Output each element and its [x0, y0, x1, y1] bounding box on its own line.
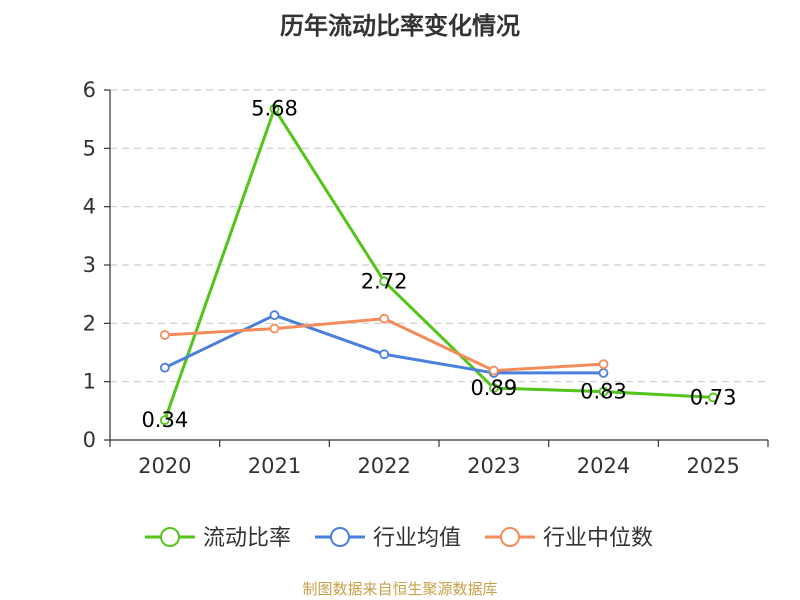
- series-point: [269, 103, 280, 114]
- data-labels: 0.34 5.68 2.72 0.89 0.83 0.73: [141, 97, 737, 432]
- source-note: 制图数据来自恒生聚源数据库: [302, 580, 498, 598]
- series-point: [598, 386, 609, 397]
- y-tick-label: 3: [83, 253, 96, 277]
- legend: 流动比率 行业均值 行业中位数: [145, 526, 653, 551]
- series-point: [379, 349, 390, 360]
- series-point: [159, 362, 170, 373]
- series-point: [379, 313, 390, 324]
- data-label: 0.83: [580, 380, 627, 404]
- data-label: 2.72: [361, 269, 408, 293]
- y-tick-label: 2: [83, 311, 96, 335]
- series-point: [598, 368, 609, 378]
- series-point: [379, 276, 390, 287]
- series-point: [269, 323, 280, 334]
- legend-marker: [500, 527, 520, 547]
- y-tick-label: 6: [83, 78, 96, 102]
- series-point: [159, 415, 170, 426]
- series-point: [159, 330, 170, 340]
- x-tick-label: 2021: [248, 454, 301, 478]
- series-point: [488, 383, 499, 393]
- legend-label: 行业中位数: [543, 526, 653, 551]
- grid-lines: [110, 89, 768, 383]
- y-tick-label: 5: [83, 136, 96, 160]
- legend-label: 流动比率: [203, 526, 291, 551]
- data-label: 0.73: [690, 385, 737, 409]
- x-tick-label: 2020: [138, 454, 191, 478]
- series: [159, 103, 719, 426]
- chart-title: 历年流动比率变化情况: [280, 12, 520, 40]
- series-line: [163, 107, 714, 421]
- series-point: [488, 365, 499, 376]
- legend-marker: [160, 527, 180, 547]
- x-tick-label: 2025: [686, 454, 739, 478]
- y-tick-label: 1: [83, 370, 96, 394]
- x-tick-label: 2024: [577, 454, 630, 478]
- series-point: [598, 359, 609, 370]
- y-tick-label: 0: [83, 428, 96, 452]
- data-label: 0.34: [141, 408, 188, 432]
- x-tick-label: 2022: [357, 454, 410, 478]
- series-line: [164, 317, 604, 373]
- data-label: 0.89: [470, 376, 517, 400]
- series-point: [269, 310, 280, 321]
- data-label: 5.68: [251, 97, 298, 121]
- series-point: [708, 392, 719, 403]
- legend-label: 行业均值: [373, 526, 461, 551]
- x-tick-label: 2023: [467, 454, 520, 478]
- axes: 0 1 2 3 4 5 6 2020 2021 2022 2023 2024 2025: [83, 78, 769, 478]
- y-tick-label: 4: [83, 195, 96, 219]
- legend-marker: [330, 527, 350, 547]
